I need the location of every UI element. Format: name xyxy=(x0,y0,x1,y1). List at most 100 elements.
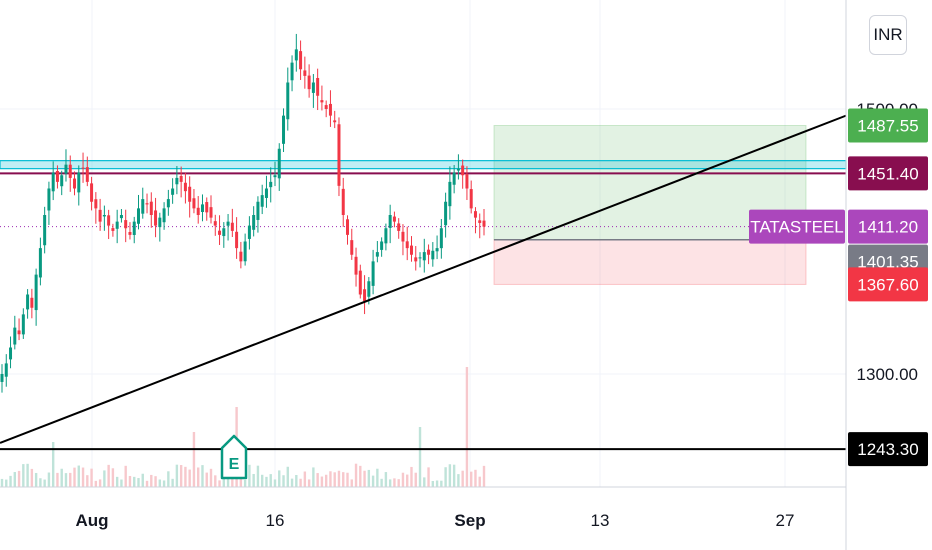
volume-bar xyxy=(214,475,217,487)
candle-body xyxy=(243,241,247,262)
candle-body xyxy=(81,167,85,169)
candle-body xyxy=(341,188,345,215)
candle-body xyxy=(392,216,396,222)
volume-bar xyxy=(30,468,34,487)
candle-body xyxy=(90,183,94,202)
candle-body xyxy=(294,49,298,61)
volume-bar xyxy=(359,465,362,487)
volume-bar xyxy=(414,472,417,487)
price-label-box xyxy=(848,267,928,302)
volume-bar xyxy=(145,480,149,487)
volume-bar xyxy=(51,442,55,487)
symbol-label-box xyxy=(749,209,845,244)
earnings-label: E xyxy=(229,456,240,473)
candle-body xyxy=(371,261,375,286)
candle-body xyxy=(418,257,422,259)
candle-body xyxy=(235,231,239,249)
volume-bar xyxy=(444,467,447,487)
candle-body xyxy=(43,215,47,246)
earnings-icon[interactable] xyxy=(220,434,248,480)
volume-bar xyxy=(350,479,353,487)
volume-bar xyxy=(312,467,315,487)
candle-body xyxy=(299,51,303,70)
candle-body xyxy=(13,327,17,345)
volume-bar xyxy=(397,479,400,487)
earnings-event[interactable]: E xyxy=(220,434,248,480)
volume-bar xyxy=(265,476,268,487)
volume-bar xyxy=(329,471,332,487)
candle-body xyxy=(38,248,42,278)
candle-body xyxy=(239,251,243,262)
volume-bar xyxy=(0,478,4,487)
volume-bars xyxy=(0,367,486,487)
currency-button[interactable]: INR xyxy=(869,15,907,55)
candle-body xyxy=(145,203,149,205)
candle-body xyxy=(282,115,286,144)
volume-bar xyxy=(376,468,379,487)
candle-body xyxy=(401,231,405,242)
volume-bar xyxy=(167,471,170,487)
volume-bar xyxy=(337,470,341,487)
volume-bar xyxy=(401,472,405,487)
volume-bar xyxy=(427,467,430,487)
candle-body xyxy=(60,175,64,187)
volume-bar xyxy=(188,469,191,487)
volume-bar xyxy=(205,472,208,487)
candle-body xyxy=(363,289,367,302)
candle-body xyxy=(256,201,260,220)
candle-body xyxy=(405,241,409,249)
candle-body xyxy=(286,82,290,120)
time-tick-label: Sep xyxy=(454,511,485,530)
volume-bar xyxy=(371,475,375,487)
price-label-text: 1243.30 xyxy=(857,440,918,459)
volume-bar xyxy=(273,479,277,487)
volume-bar xyxy=(243,479,247,487)
candle-body xyxy=(128,232,132,235)
candle-body xyxy=(380,241,384,250)
volume-bar xyxy=(81,467,85,487)
volume-bar xyxy=(342,472,345,487)
volume-bar xyxy=(410,466,413,487)
price-label-box xyxy=(848,432,928,467)
candle-body xyxy=(188,186,192,202)
volume-bar xyxy=(192,432,196,487)
candle-body xyxy=(375,252,379,257)
volume-bar xyxy=(69,472,72,487)
stop-zone[interactable] xyxy=(493,239,807,285)
candle-body xyxy=(303,70,307,76)
volume-bar xyxy=(470,471,473,487)
candle-body xyxy=(21,314,25,335)
horizontal-levels[interactable] xyxy=(0,160,847,451)
volume-bar xyxy=(43,479,46,487)
volume-bar xyxy=(474,469,477,487)
candle-body xyxy=(115,221,119,229)
time-tick-label: 13 xyxy=(591,511,610,530)
candle-body xyxy=(77,172,81,193)
volume-bar xyxy=(393,478,396,487)
trendline[interactable] xyxy=(0,114,847,444)
trendline[interactable] xyxy=(0,114,847,444)
candle-body xyxy=(154,210,158,226)
volume-bar xyxy=(179,465,183,487)
grid-lines xyxy=(0,0,846,487)
candle-body xyxy=(252,215,256,230)
volume-bar xyxy=(380,478,383,487)
price-label-text: 1487.55 xyxy=(857,116,918,135)
volume-bar xyxy=(307,479,311,487)
candle-body xyxy=(94,199,98,209)
candle-body xyxy=(158,217,162,228)
volume-bar xyxy=(26,463,29,487)
candle-body xyxy=(4,363,8,377)
candle-body xyxy=(264,188,268,198)
volume-bar xyxy=(448,464,452,487)
volume-bar xyxy=(77,465,80,487)
candle-body xyxy=(175,177,179,185)
candle-body xyxy=(427,249,431,255)
volume-bar xyxy=(120,479,123,487)
volume-bar xyxy=(115,476,119,487)
volume-bar xyxy=(278,470,281,487)
candle-body xyxy=(324,105,328,109)
volume-bar xyxy=(222,476,226,487)
candle-body xyxy=(222,228,226,237)
